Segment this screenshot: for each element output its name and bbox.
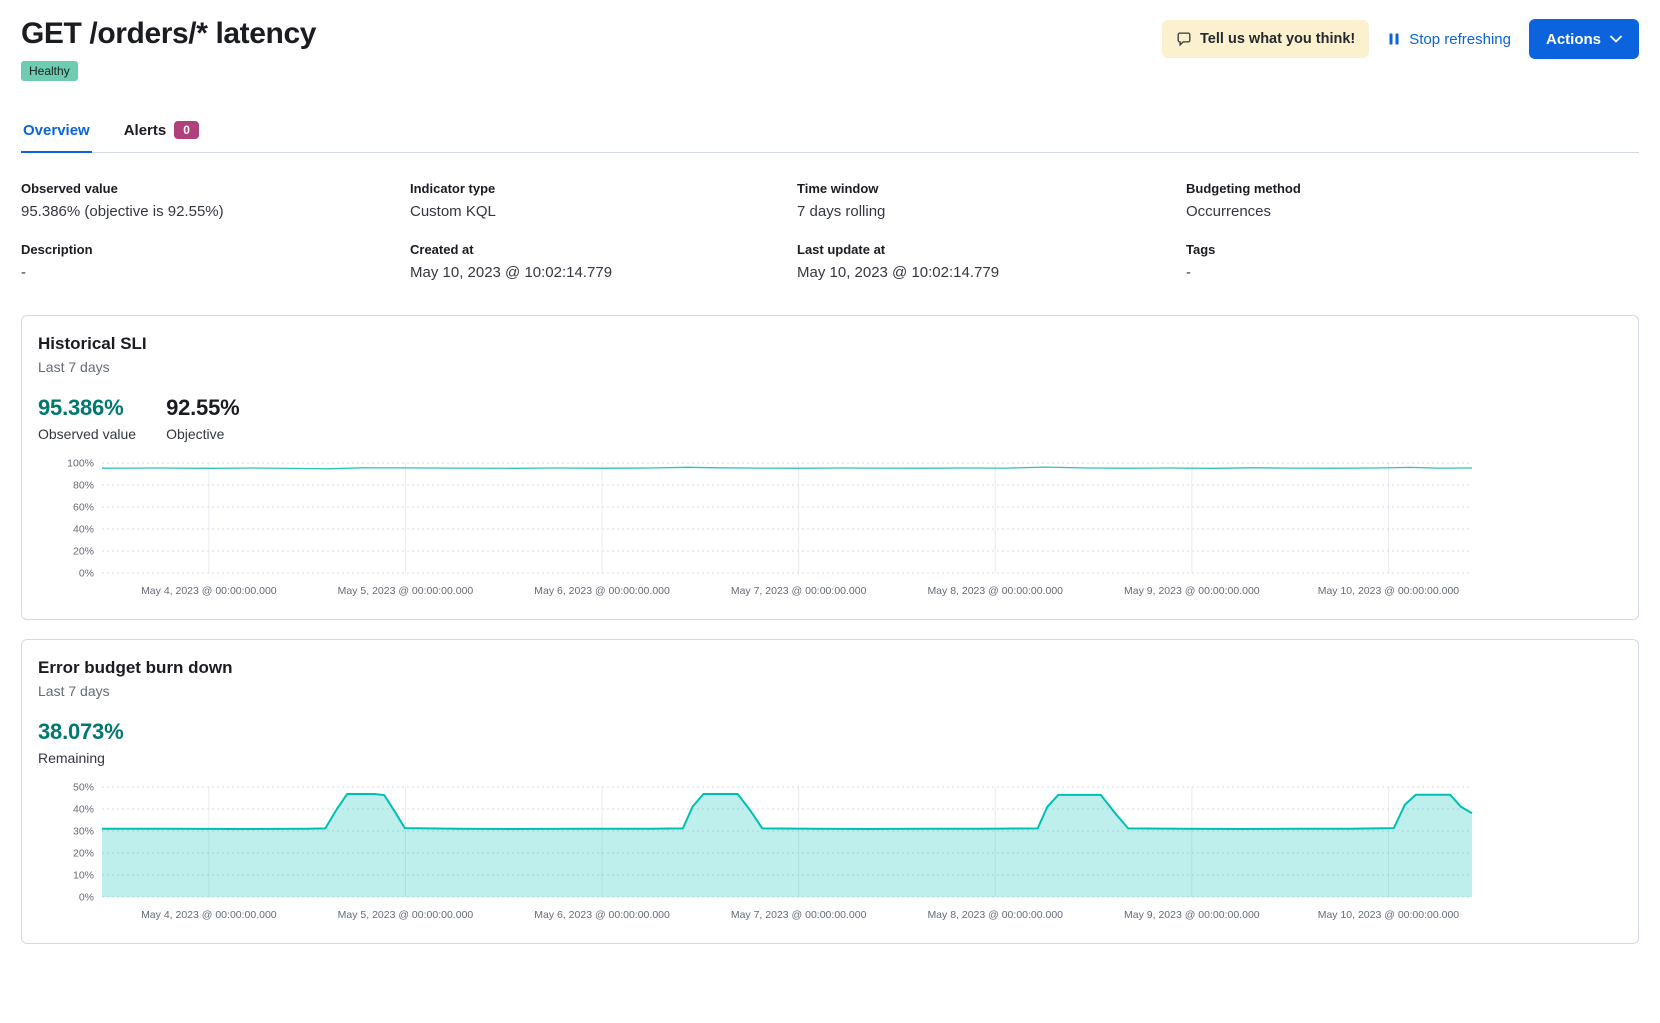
detail-label: Last update at — [797, 242, 886, 257]
svg-text:May 9, 2023 @ 00:00:00.000: May 9, 2023 @ 00:00:00.000 — [1124, 909, 1260, 921]
detail-description: Description - — [21, 242, 410, 281]
objective-number: 92.55% — [166, 395, 240, 420]
svg-text:40%: 40% — [73, 804, 94, 816]
svg-text:40%: 40% — [73, 524, 94, 536]
detail-value: 95.386% (objective is 92.55%) — [21, 203, 224, 220]
actions-button[interactable]: Actions — [1528, 19, 1639, 59]
svg-text:20%: 20% — [73, 848, 94, 860]
feedback-button-label: Tell us what you think! — [1200, 31, 1356, 47]
svg-text:May 8, 2023 @ 00:00:00.000: May 8, 2023 @ 00:00:00.000 — [927, 909, 1063, 921]
error-budget-panel: Error budget burn down Last 7 days 38.07… — [21, 639, 1639, 944]
svg-text:May 5, 2023 @ 00:00:00.000: May 5, 2023 @ 00:00:00.000 — [338, 909, 474, 921]
actions-button-label: Actions — [1545, 30, 1601, 48]
detail-label: Budgeting method — [1186, 181, 1301, 196]
title-block: GET /orders/* latency Healthy — [21, 16, 316, 81]
svg-text:May 6, 2023 @ 00:00:00.000: May 6, 2023 @ 00:00:00.000 — [534, 909, 670, 921]
detail-value: May 10, 2023 @ 10:02:14.779 — [797, 264, 1000, 281]
detail-created-at: Created at May 10, 2023 @ 10:02:14.779 — [410, 242, 797, 281]
svg-text:80%: 80% — [73, 480, 94, 492]
detail-label: Time window — [797, 181, 879, 196]
objective-stat: 92.55% Objective — [166, 395, 240, 442]
detail-label: Created at — [410, 242, 474, 257]
slo-detail-page: GET /orders/* latency Healthy Tell us wh… — [21, 16, 1639, 944]
page-title: GET /orders/* latency — [21, 17, 317, 50]
header-actions: Tell us what you think! Stop refreshing … — [1162, 16, 1639, 59]
svg-text:60%: 60% — [73, 502, 94, 514]
observed-value-number: 95.386% — [38, 395, 124, 420]
svg-text:May 8, 2023 @ 00:00:00.000: May 8, 2023 @ 00:00:00.000 — [927, 585, 1063, 597]
error-budget-title: Error budget burn down — [38, 658, 233, 677]
observed-value-stat: 95.386% Observed value — [38, 395, 136, 442]
remaining-label: Remaining — [38, 750, 105, 766]
detail-observed-value: Observed value 95.386% (objective is 92.… — [21, 181, 410, 220]
remaining-stat: 38.073% Remaining — [38, 719, 124, 766]
svg-text:May 5, 2023 @ 00:00:00.000: May 5, 2023 @ 00:00:00.000 — [338, 585, 474, 597]
detail-value: - — [21, 264, 26, 281]
detail-last-update-at: Last update at May 10, 2023 @ 10:02:14.7… — [797, 242, 1186, 281]
status-badge: Healthy — [21, 61, 78, 81]
detail-indicator-type: Indicator type Custom KQL — [410, 181, 797, 220]
remaining-number: 38.073% — [38, 719, 124, 744]
detail-value: Occurrences — [1186, 203, 1272, 220]
svg-text:0%: 0% — [79, 568, 94, 580]
stop-refreshing-button[interactable]: Stop refreshing — [1387, 31, 1511, 48]
feedback-button[interactable]: Tell us what you think! — [1162, 20, 1370, 58]
tab-bar: Overview Alerts 0 — [21, 115, 1639, 153]
historical-sli-panel: Historical SLI Last 7 days 95.386% Obser… — [21, 315, 1639, 620]
detail-time-window: Time window 7 days rolling — [797, 181, 1186, 220]
error-budget-stats: 38.073% Remaining — [38, 719, 1622, 766]
historical-sli-title: Historical SLI — [38, 334, 147, 353]
speech-bubble-icon — [1176, 31, 1192, 47]
detail-value: - — [1186, 264, 1191, 281]
svg-text:20%: 20% — [73, 546, 94, 558]
detail-label: Indicator type — [410, 181, 496, 196]
svg-text:May 7, 2023 @ 00:00:00.000: May 7, 2023 @ 00:00:00.000 — [731, 585, 867, 597]
svg-text:May 4, 2023 @ 00:00:00.000: May 4, 2023 @ 00:00:00.000 — [141, 909, 277, 921]
detail-value: May 10, 2023 @ 10:02:14.779 — [410, 264, 613, 281]
svg-text:May 6, 2023 @ 00:00:00.000: May 6, 2023 @ 00:00:00.000 — [534, 585, 670, 597]
detail-tags: Tags - — [1186, 242, 1639, 281]
historical-sli-subtitle: Last 7 days — [38, 359, 110, 375]
observed-value-label: Observed value — [38, 426, 137, 442]
tab-overview[interactable]: Overview — [21, 115, 92, 153]
objective-label: Objective — [166, 426, 225, 442]
historical-sli-stats: 95.386% Observed value 92.55% Objective — [38, 395, 1622, 442]
chevron-down-icon — [1610, 35, 1622, 43]
svg-text:0%: 0% — [79, 892, 94, 904]
slo-definition-details: Observed value 95.386% (objective is 92.… — [21, 181, 1639, 281]
detail-budgeting-method: Budgeting method Occurrences — [1186, 181, 1639, 220]
alerts-count-badge: 0 — [174, 121, 199, 139]
page-header: GET /orders/* latency Healthy Tell us wh… — [21, 16, 1639, 81]
pause-icon — [1387, 32, 1401, 46]
detail-value: Custom KQL — [410, 203, 496, 220]
svg-text:May 7, 2023 @ 00:00:00.000: May 7, 2023 @ 00:00:00.000 — [731, 909, 867, 921]
svg-text:May 4, 2023 @ 00:00:00.000: May 4, 2023 @ 00:00:00.000 — [141, 585, 277, 597]
svg-text:50%: 50% — [73, 782, 94, 794]
svg-text:100%: 100% — [67, 458, 94, 470]
detail-label: Observed value — [21, 181, 118, 196]
detail-label: Tags — [1186, 242, 1216, 257]
svg-text:May 9, 2023 @ 00:00:00.000: May 9, 2023 @ 00:00:00.000 — [1124, 585, 1260, 597]
tab-alerts[interactable]: Alerts 0 — [122, 115, 201, 153]
error-budget-chart[interactable]: May 4, 2023 @ 00:00:00.000 May 5, 2023 @ … — [38, 779, 1498, 929]
svg-text:30%: 30% — [73, 826, 94, 838]
error-budget-subtitle: Last 7 days — [38, 683, 110, 699]
tab-alerts-label: Alerts — [123, 121, 167, 139]
svg-text:May 10, 2023 @ 00:00:00.000: May 10, 2023 @ 00:00:00.000 — [1318, 909, 1460, 921]
svg-text:10%: 10% — [73, 870, 94, 882]
detail-label: Description — [21, 242, 93, 257]
historical-sli-chart[interactable]: May 4, 2023 @ 00:00:00.000 May 5, 2023 @ … — [38, 455, 1498, 605]
tab-overview-label: Overview — [23, 121, 90, 139]
detail-value: 7 days rolling — [797, 203, 886, 220]
svg-text:May 10, 2023 @ 00:00:00.000: May 10, 2023 @ 00:00:00.000 — [1318, 585, 1460, 597]
stop-refreshing-label: Stop refreshing — [1409, 30, 1511, 48]
